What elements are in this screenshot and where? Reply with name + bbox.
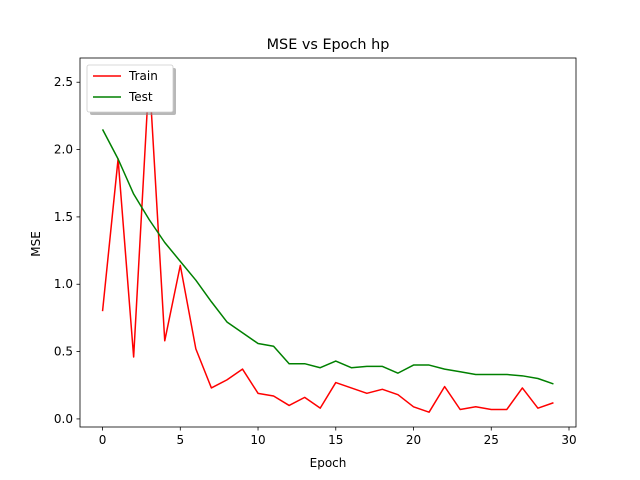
x-tick-label: 10	[250, 433, 265, 447]
y-tick-label: 0.5	[54, 345, 73, 359]
y-axis-label: MSE	[29, 231, 43, 257]
legend: Train Test	[86, 64, 176, 115]
y-tick-label: 1.5	[54, 210, 73, 224]
x-axis-label: Epoch	[310, 456, 347, 470]
x-tick-label: 0	[99, 433, 107, 447]
plot-frame	[79, 57, 577, 428]
y-tick-label: 0.0	[54, 412, 73, 426]
x-axis: 0 5 10 15 20 25 30	[99, 427, 577, 447]
legend-label-test: Test	[128, 90, 153, 104]
x-tick-label: 25	[484, 433, 499, 447]
x-tick-label: 30	[561, 433, 576, 447]
plot-area	[79, 57, 577, 428]
series-line-test	[101, 129, 554, 385]
y-axis: 0.0 0.5 1.0 1.5 2.0 2.5	[54, 75, 80, 426]
x-tick-label: 15	[328, 433, 343, 447]
legend-label-train: Train	[128, 69, 158, 83]
x-tick-label: 20	[406, 433, 421, 447]
y-tick-label: 2.0	[54, 143, 73, 157]
series-line-train	[101, 73, 554, 413]
y-tick-label: 1.0	[54, 277, 73, 291]
chart-title: MSE vs Epoch hp	[267, 37, 390, 53]
y-tick-label: 2.5	[54, 75, 73, 89]
x-tick-label: 5	[176, 433, 184, 447]
